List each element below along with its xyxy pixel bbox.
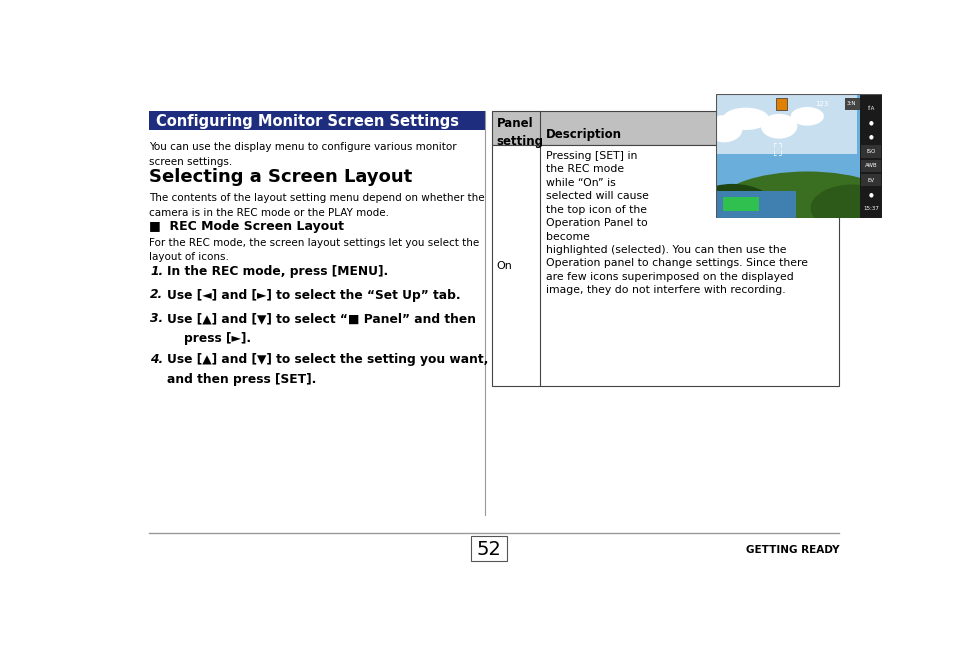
Text: image, they do not interfere with recording.: image, they do not interfere with record… — [546, 286, 785, 295]
Text: 52: 52 — [476, 540, 501, 559]
Text: the top icon of the: the top icon of the — [546, 205, 646, 214]
Text: └ ┘: └ ┘ — [772, 152, 783, 160]
Ellipse shape — [686, 184, 778, 240]
Text: Selecting a Screen Layout: Selecting a Screen Layout — [149, 169, 412, 187]
Bar — [861, 160, 880, 172]
Ellipse shape — [705, 115, 741, 142]
Bar — [861, 145, 880, 158]
Text: ■  REC Mode Screen Layout: ■ REC Mode Screen Layout — [149, 220, 343, 233]
Text: On: On — [497, 261, 512, 271]
Bar — [716, 191, 795, 218]
Text: In the REC mode, press [MENU].: In the REC mode, press [MENU]. — [167, 266, 388, 278]
Bar — [775, 98, 786, 110]
Bar — [149, 111, 485, 130]
Text: selected will cause: selected will cause — [546, 191, 648, 201]
Bar — [492, 111, 839, 145]
Text: For the REC mode, the screen layout settings let you select the
layout of icons.: For the REC mode, the screen layout sett… — [149, 238, 478, 262]
Text: become: become — [546, 231, 590, 242]
Ellipse shape — [810, 185, 893, 232]
Ellipse shape — [760, 114, 797, 139]
Text: Configuring Monitor Screen Settings: Configuring Monitor Screen Settings — [156, 114, 459, 129]
Text: 1.: 1. — [150, 266, 163, 278]
Bar — [861, 174, 880, 187]
Text: 123: 123 — [815, 101, 828, 107]
Text: Use [◄] and [►] to select the “Set Up” tab.: Use [◄] and [►] to select the “Set Up” t… — [167, 289, 460, 302]
Text: 4.: 4. — [150, 353, 163, 366]
Text: ●: ● — [868, 135, 873, 140]
Text: 15:37: 15:37 — [862, 206, 879, 211]
Text: ●: ● — [868, 121, 873, 125]
Bar — [471, 536, 506, 561]
Ellipse shape — [721, 108, 768, 130]
Text: Use [▲] and [▼] to select “■ Panel” and then
    press [►].: Use [▲] and [▼] to select “■ Panel” and … — [167, 313, 476, 345]
Text: Operation panel to change settings. Since there: Operation panel to change settings. Sinc… — [546, 258, 807, 269]
Text: ⇑A: ⇑A — [866, 107, 875, 111]
Text: Panel
setting: Panel setting — [497, 117, 543, 148]
Text: AWB: AWB — [864, 163, 877, 169]
Text: EV: EV — [866, 178, 874, 183]
Bar — [860, 94, 882, 218]
Text: You can use the display menu to configure various monitor
screen settings.: You can use the display menu to configur… — [149, 142, 456, 167]
Ellipse shape — [790, 107, 823, 125]
Text: Description: Description — [546, 129, 621, 141]
Text: GETTING READY: GETTING READY — [745, 545, 839, 554]
Bar — [721, 197, 759, 211]
Text: 3:N: 3:N — [845, 101, 855, 107]
Text: are few icons superimposed on the displayed: are few icons superimposed on the displa… — [546, 272, 793, 282]
Bar — [844, 98, 860, 110]
Text: 2.: 2. — [150, 289, 163, 302]
Text: ISO: ISO — [865, 149, 875, 154]
Text: 3.: 3. — [150, 313, 163, 326]
Bar — [716, 94, 856, 154]
Text: while “On” is: while “On” is — [546, 178, 616, 187]
Text: ┌ ┐: ┌ ┐ — [772, 139, 783, 148]
Bar — [492, 145, 839, 386]
Text: Pressing [SET] in: Pressing [SET] in — [546, 151, 637, 161]
Text: The contents of the layout setting menu depend on whether the
camera is in the R: The contents of the layout setting menu … — [149, 193, 484, 218]
Text: ●: ● — [868, 192, 873, 197]
Text: Operation Panel to: Operation Panel to — [546, 218, 647, 228]
Text: Use [▲] and [▼] to select the setting you want,
and then press [SET].: Use [▲] and [▼] to select the setting yo… — [167, 353, 488, 386]
Ellipse shape — [716, 171, 898, 240]
Text: highlighted (selected). You can then use the: highlighted (selected). You can then use… — [546, 245, 786, 255]
Text: the REC mode: the REC mode — [546, 164, 624, 174]
